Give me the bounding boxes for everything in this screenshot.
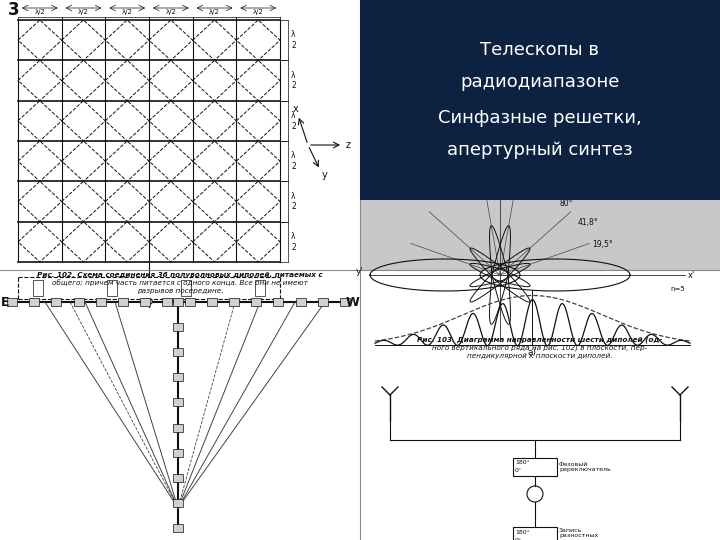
Text: y': y' bbox=[356, 267, 364, 276]
Text: λ/2: λ/2 bbox=[78, 9, 89, 15]
Bar bbox=[340, 298, 350, 306]
Text: λ/2: λ/2 bbox=[166, 9, 176, 15]
Bar bbox=[30, 298, 39, 306]
Text: Фазовый
pереключатель: Фазовый pереключатель bbox=[559, 462, 611, 472]
Text: Синфазные решетки,: Синфазные решетки, bbox=[438, 109, 642, 127]
Text: λ
2: λ 2 bbox=[291, 71, 296, 90]
Text: 0°: 0° bbox=[515, 469, 522, 474]
Text: λ
2: λ 2 bbox=[291, 151, 296, 171]
Text: Рис. 103. Диаграмма направленности шести диполей (од-: Рис. 103. Диаграмма направленности шести… bbox=[418, 337, 662, 343]
Bar bbox=[274, 298, 284, 306]
Text: z: z bbox=[346, 140, 351, 150]
Text: λ
2: λ 2 bbox=[291, 232, 296, 252]
Bar bbox=[318, 298, 328, 306]
Bar bbox=[173, 298, 183, 306]
Text: λ/2: λ/2 bbox=[209, 9, 220, 15]
Text: пендикулярной к плоскости диполей.: пендикулярной к плоскости диполей. bbox=[467, 353, 613, 359]
Bar bbox=[173, 348, 183, 356]
Text: λ
2: λ 2 bbox=[291, 192, 296, 211]
Bar bbox=[118, 298, 128, 306]
Bar bbox=[255, 280, 265, 296]
Text: радиодиапазоне: радиодиапазоне bbox=[460, 73, 620, 91]
Bar bbox=[0, 0, 360, 270]
Text: ного вертикального ряда на рис. 102) в плоскости, пер-: ного вертикального ряда на рис. 102) в п… bbox=[433, 345, 647, 351]
Text: 180°: 180° bbox=[515, 530, 530, 535]
Bar bbox=[173, 323, 183, 331]
Bar bbox=[173, 499, 183, 507]
Text: λ
2: λ 2 bbox=[291, 30, 296, 50]
Text: W: W bbox=[345, 295, 359, 308]
Text: разрывов посередине.: разрывов посередине. bbox=[137, 288, 223, 294]
Bar bbox=[107, 280, 117, 296]
Text: 0°: 0° bbox=[515, 537, 522, 540]
Bar bbox=[360, 270, 720, 345]
Bar bbox=[33, 280, 43, 296]
Bar bbox=[229, 298, 239, 306]
Bar bbox=[173, 423, 183, 431]
Bar bbox=[296, 298, 305, 306]
Text: 19,5°: 19,5° bbox=[592, 240, 613, 249]
Text: λ/2: λ/2 bbox=[122, 9, 132, 15]
Text: 80°: 80° bbox=[560, 199, 574, 207]
Bar bbox=[513, 458, 557, 476]
Text: λ/2: λ/2 bbox=[35, 9, 45, 15]
Text: Телескопы в: Телескопы в bbox=[480, 41, 600, 59]
Text: общего; причем часть питается с одного конца. Все они не имеют: общего; причем часть питается с одного к… bbox=[52, 280, 308, 286]
Text: 41,8°: 41,8° bbox=[578, 219, 598, 227]
Text: λ
2: λ 2 bbox=[291, 111, 296, 131]
Bar bbox=[7, 298, 17, 306]
Bar bbox=[0, 270, 360, 540]
Bar bbox=[140, 298, 150, 306]
Bar bbox=[360, 270, 720, 540]
Text: Рис. 102. Схема соединения 36 полуволновых диполей, питаемых с: Рис. 102. Схема соединения 36 полуволнов… bbox=[37, 272, 323, 278]
Bar bbox=[173, 474, 183, 482]
Bar bbox=[251, 298, 261, 306]
Bar bbox=[181, 280, 191, 296]
Text: y: y bbox=[322, 170, 328, 180]
Bar bbox=[173, 524, 183, 532]
Text: 180°: 180° bbox=[515, 461, 530, 465]
Bar bbox=[173, 373, 183, 381]
Bar bbox=[173, 449, 183, 457]
Text: а): а) bbox=[528, 348, 537, 357]
Bar bbox=[360, 0, 720, 200]
Text: x': x' bbox=[688, 271, 696, 280]
Bar bbox=[51, 298, 61, 306]
Bar bbox=[173, 399, 183, 407]
Text: x: x bbox=[293, 104, 299, 114]
Text: апертурный синтез: апертурный синтез bbox=[447, 141, 633, 159]
Bar bbox=[73, 298, 84, 306]
Text: 3: 3 bbox=[8, 1, 19, 19]
Text: λ/2: λ/2 bbox=[253, 9, 264, 15]
Bar bbox=[163, 298, 172, 306]
Text: E: E bbox=[1, 295, 9, 308]
Text: n=5: n=5 bbox=[670, 286, 685, 292]
Bar bbox=[184, 298, 194, 306]
Bar bbox=[513, 527, 557, 540]
Text: A VLA: A VLA bbox=[685, 5, 718, 15]
Text: Запись
разностных
сигналов: Запись разностных сигналов bbox=[559, 528, 598, 540]
Bar bbox=[96, 298, 106, 306]
Bar bbox=[207, 298, 217, 306]
